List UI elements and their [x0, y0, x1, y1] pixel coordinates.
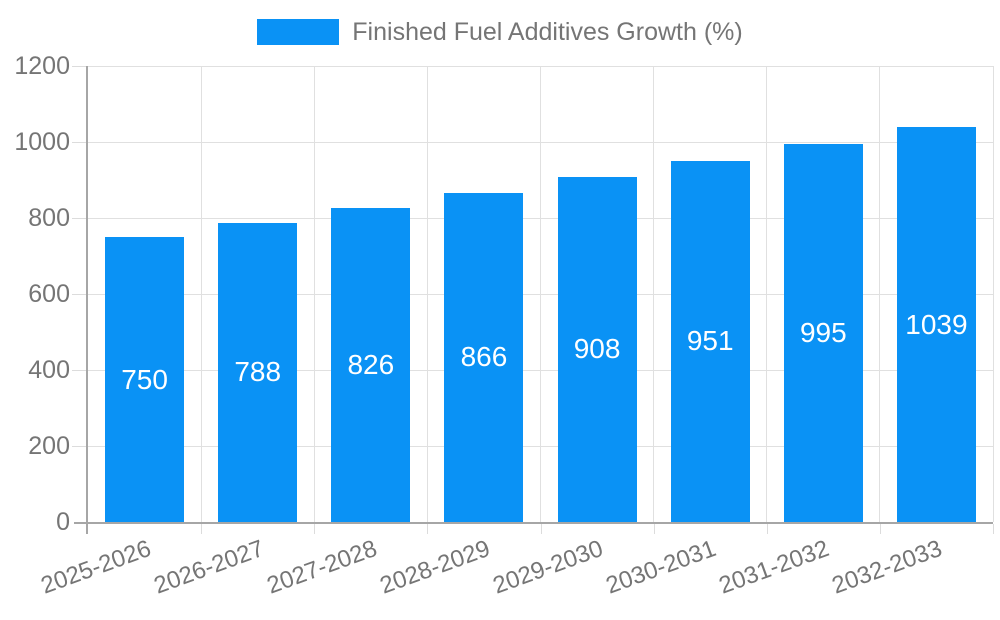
x-axis-tick [766, 524, 768, 534]
x-axis-tick [993, 524, 994, 534]
y-tick-label: 600 [28, 280, 70, 308]
bar-value-label: 750 [121, 363, 168, 395]
bar: 788 [218, 222, 298, 522]
bar-value-label: 1039 [905, 308, 968, 340]
y-tick-label: 1200 [14, 52, 70, 80]
bar-value-label: 995 [799, 316, 847, 348]
gridline-v [766, 66, 768, 522]
x-axis-tick [653, 524, 655, 534]
gridline-v [540, 66, 541, 522]
y-axis-tick [72, 66, 86, 67]
x-axis-tick [201, 524, 203, 534]
bar: 826 [331, 208, 411, 522]
y-tick-label: 0 [56, 508, 70, 536]
legend-label: Finished Fuel Additives Growth (%) [352, 17, 743, 46]
bar: 908 [557, 176, 637, 522]
y-axis-tick [72, 142, 86, 143]
gridline-v [200, 66, 202, 522]
y-axis-tick [72, 218, 86, 219]
plot-area: 750 788 826 866 908 951 995 1039 [86, 65, 994, 524]
bar: 995 [783, 143, 863, 522]
y-tick-label: 200 [28, 432, 70, 460]
y-axis-tick [72, 294, 86, 295]
y-tick-label: 1000 [14, 128, 70, 156]
y-axis-tick [72, 446, 86, 447]
bar: 951 [670, 160, 750, 522]
bar-value-label: 951 [686, 325, 734, 357]
legend: Finished Fuel Additives Growth (%) [0, 17, 1000, 47]
bar-value-label: 826 [347, 349, 395, 381]
bar-value-label: 908 [573, 333, 621, 365]
bar: 750 [105, 237, 185, 522]
gridline-v [653, 66, 655, 522]
bar: 1039 [896, 127, 976, 522]
x-axis-line-extension [74, 522, 86, 524]
legend-swatch [257, 19, 340, 45]
y-axis-line-extension [86, 522, 88, 534]
bar-value-label: 788 [234, 356, 282, 388]
y-axis-tick [72, 370, 86, 371]
x-axis-tick [314, 524, 316, 534]
y-tick-label: 800 [28, 204, 70, 232]
bar: 866 [444, 192, 524, 522]
bar-value-label: 866 [460, 341, 508, 373]
gridline-v [879, 66, 881, 522]
gridline-v [313, 66, 315, 522]
gridline-v [992, 66, 994, 522]
gridline-v [426, 66, 428, 522]
x-axis-tick [879, 524, 881, 534]
y-tick-label: 400 [28, 356, 70, 384]
x-axis-tick [427, 524, 429, 534]
bar-chart: Finished Fuel Additives Growth (%) 750 78… [0, 17, 1000, 600]
x-axis-tick [540, 524, 542, 534]
